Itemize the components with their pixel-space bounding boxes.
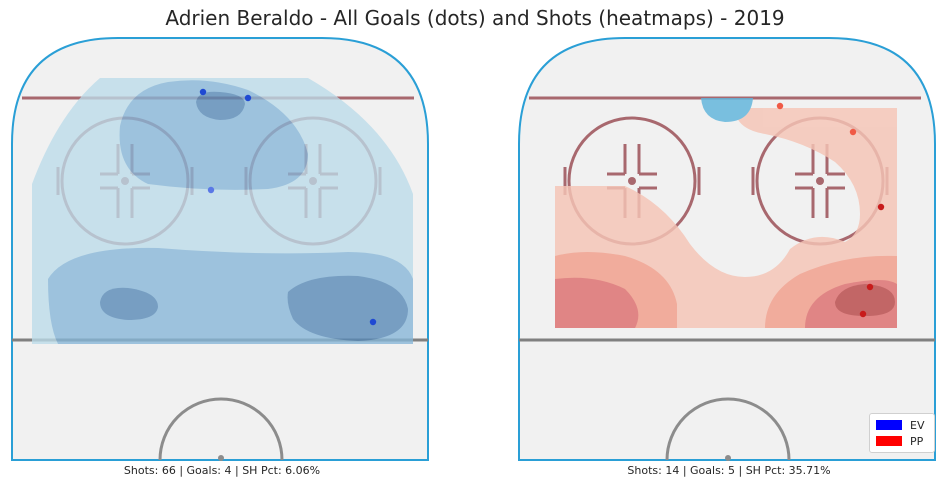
legend-label-pp: PP [910, 434, 924, 448]
stats-caption-pp: Shots: 14 | Goals: 5 | SH Pct: 35.71% [627, 464, 831, 477]
center-dot [218, 455, 224, 461]
legend-label-ev: EV [910, 418, 925, 432]
goal-markers-ev [199, 88, 377, 326]
goal-dot [849, 128, 857, 136]
left-faceoff-dot [628, 177, 636, 185]
goal-dot [369, 318, 377, 326]
goal-dot [866, 283, 874, 291]
goal-dot [859, 310, 867, 318]
heat-contour-high [555, 277, 639, 328]
center-circle [665, 397, 791, 461]
heat-contour-mid [119, 80, 308, 190]
rink-panel-pp [518, 37, 936, 461]
stats-caption-ev: Shots: 66 | Goals: 4 | SH Pct: 6.06% [123, 464, 321, 477]
goal-dot [877, 203, 885, 211]
goal-markers-pp [776, 102, 885, 318]
rink-panel-ev [11, 37, 429, 461]
legend: EV PP [869, 413, 935, 453]
center-dot [725, 455, 731, 461]
legend-entry-pp: PP [876, 434, 923, 448]
goal-dot [244, 94, 252, 102]
chart-title: Adrien Beraldo - All Goals (dots) and Sh… [165, 6, 785, 30]
goal-dot [199, 88, 207, 96]
heat-contour-high [287, 275, 408, 341]
legend-swatch-ev [876, 420, 902, 430]
legend-swatch-pp [876, 436, 902, 446]
heat-contour-high [100, 287, 158, 320]
heat-contour-goalmouth [701, 98, 753, 122]
heat-contour-high [196, 91, 245, 120]
right-faceoff-dot [816, 177, 824, 185]
shot-heatmap-pp [555, 98, 897, 328]
shot-heatmap-ev [32, 78, 413, 344]
goal-dot [776, 102, 784, 110]
goal-dot [207, 186, 215, 194]
heat-contour-peak [835, 284, 895, 316]
center-circle [158, 397, 284, 461]
legend-entry-ev: EV [876, 418, 924, 432]
